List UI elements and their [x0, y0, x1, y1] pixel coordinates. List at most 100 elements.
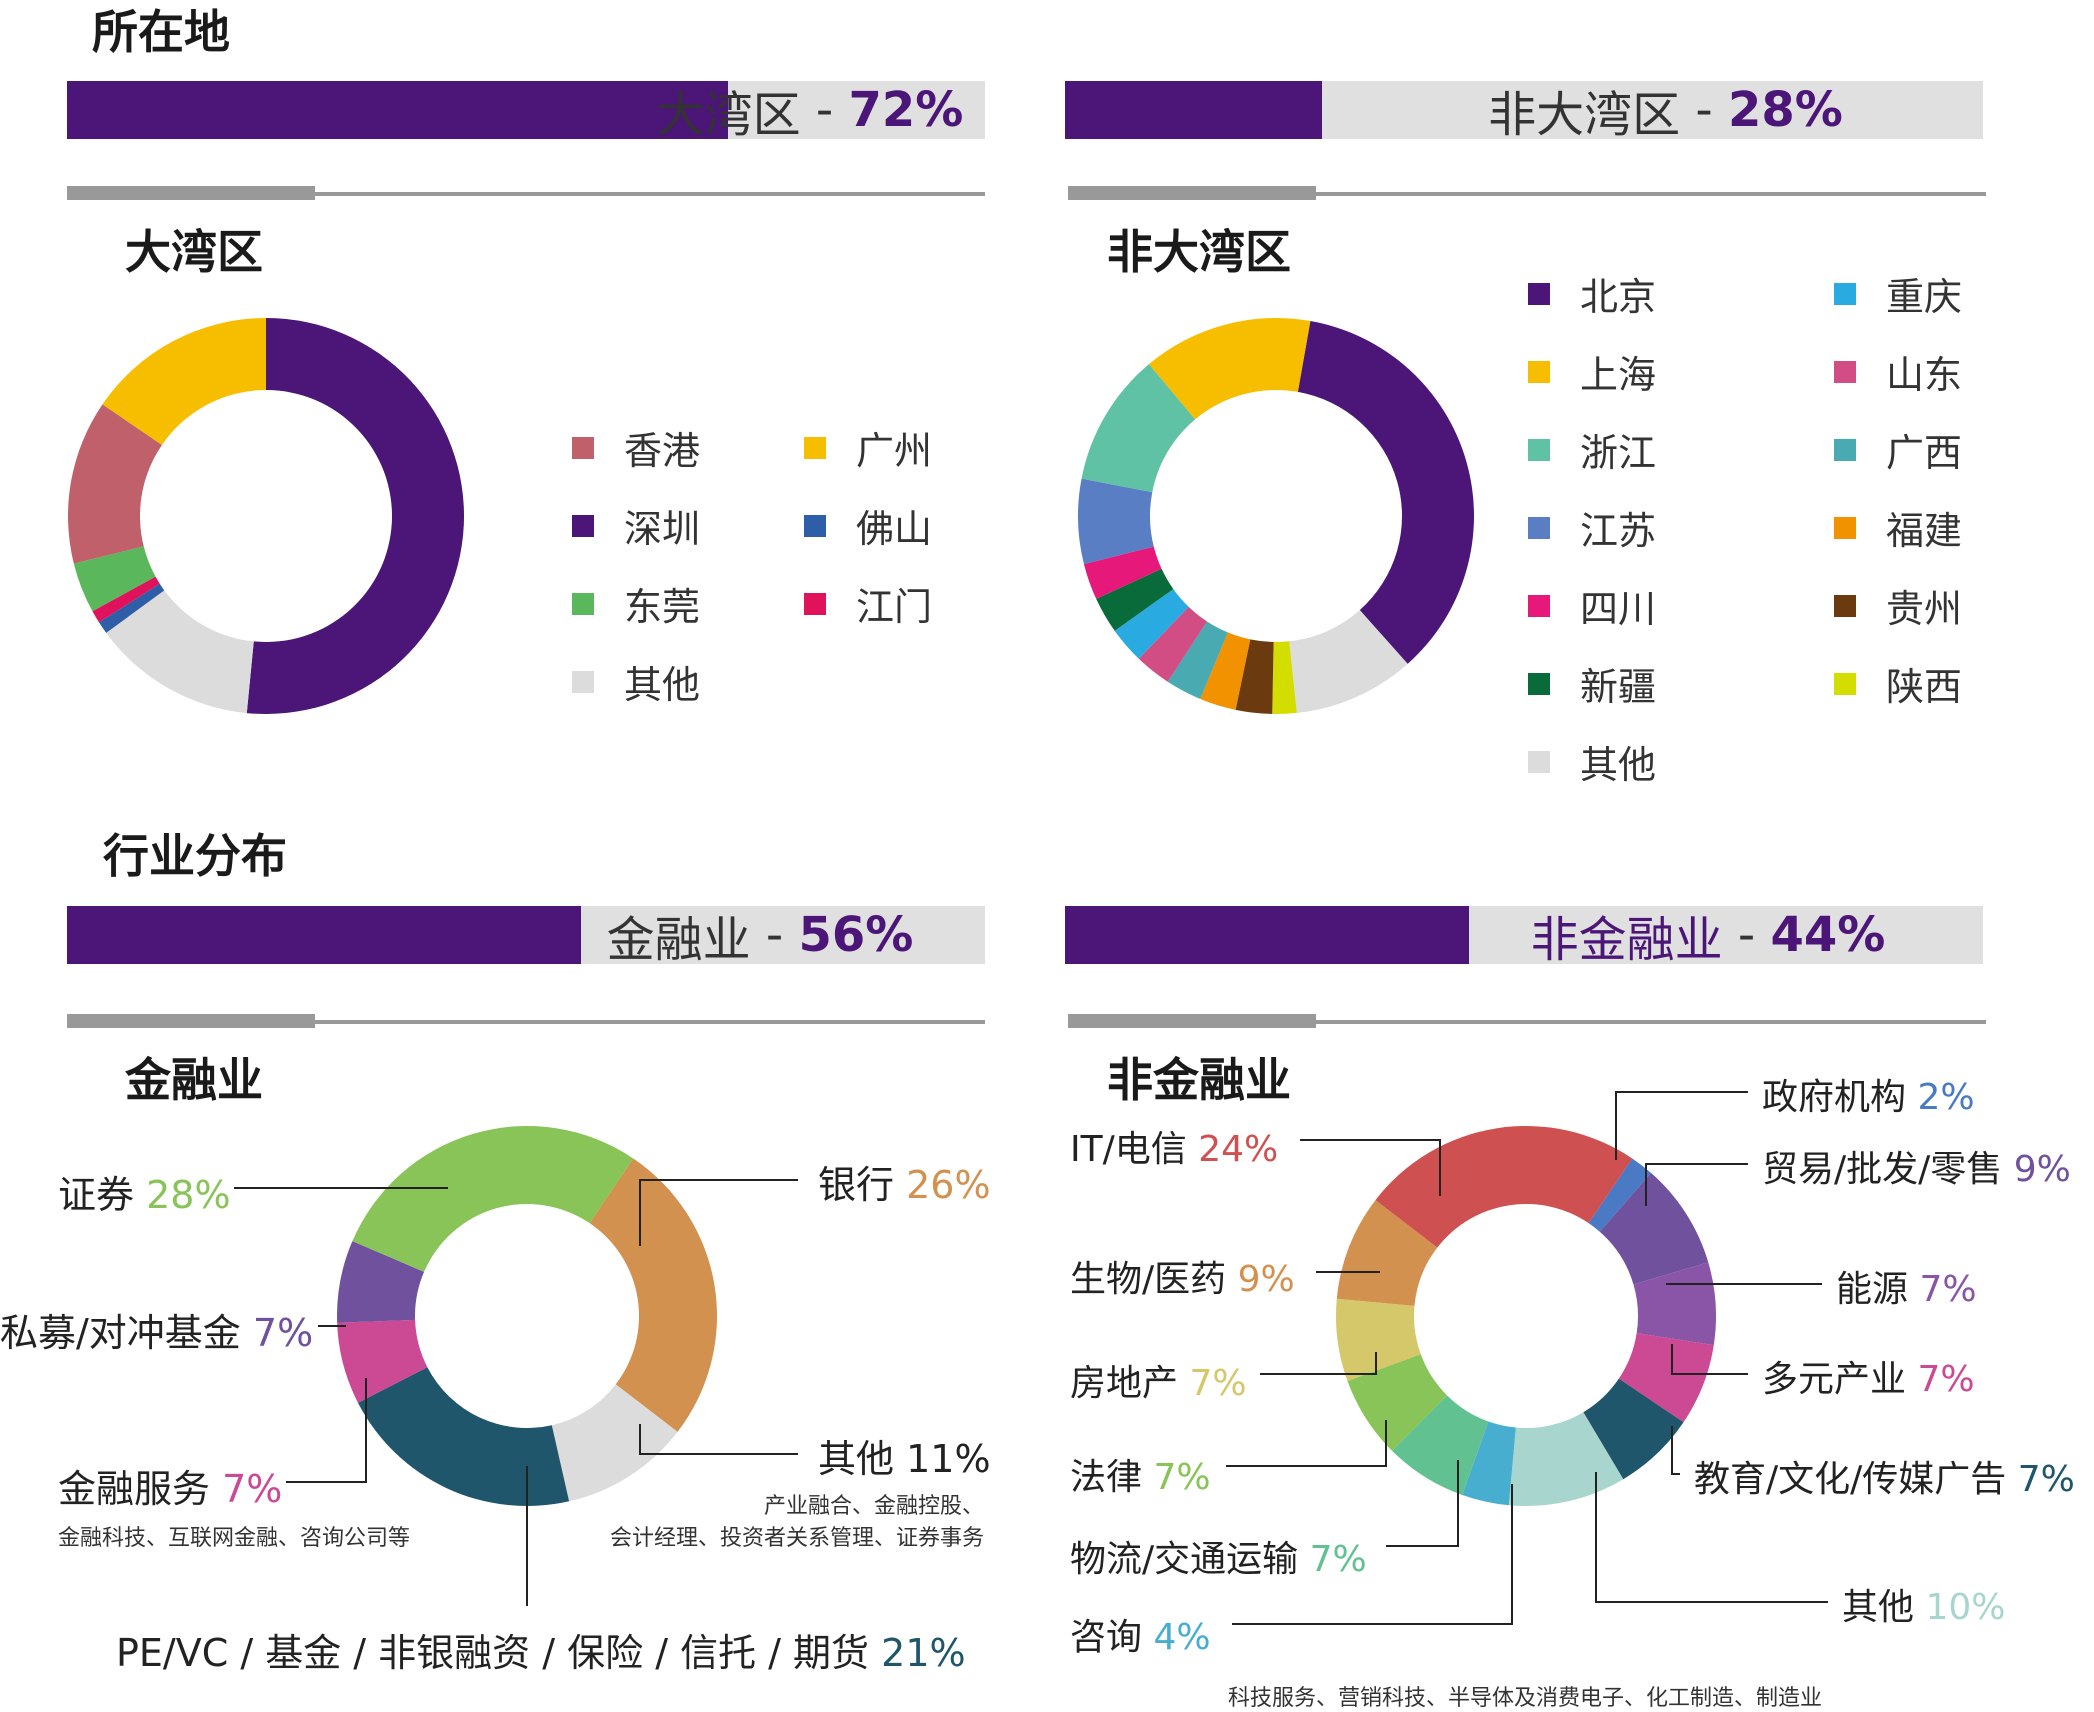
nonfinance-it-leader-line	[1300, 1139, 1441, 1196]
finance-other-note-line1: 产业融合、金融控股、	[764, 1494, 985, 1519]
legend-label: 北京	[1580, 275, 1657, 319]
nonfinance-bar-percent: 44%	[1770, 907, 1886, 963]
nonfinance-chart-title: 非金融业	[1107, 1053, 1291, 1107]
non-gba-slice-3	[1235, 639, 1274, 714]
non-gba-bar-sep: -	[1680, 82, 1728, 138]
legend-label: 深圳	[624, 507, 701, 551]
nonfinance-callout-percent: 10%	[1925, 1587, 2006, 1628]
nonfinance-callout-percent: 7%	[1309, 1539, 1367, 1580]
non-gba-bar-label: 非大湾区 - 28%	[1348, 81, 1983, 143]
nonfinance-callout-name: 多元产业	[1762, 1359, 1918, 1400]
legend-label: 重庆	[1886, 275, 1963, 319]
nonfinance-callout-percent: 7%	[1917, 1359, 1975, 1400]
legend-swatch	[572, 514, 594, 537]
finance-bar-sep: -	[750, 907, 799, 963]
nonfinance-callout-label: 多元产业 7%	[1762, 1350, 1975, 1402]
nonfinance-callout-label: 能源 7%	[1836, 1260, 1977, 1312]
nonfinance-multi-leader-line	[1671, 1344, 1748, 1375]
legend-item: 香港	[572, 420, 700, 475]
legend-swatch	[572, 436, 594, 459]
industry-section-title: 行业分布	[103, 829, 287, 883]
nonfinance-bar-name: 非金融业	[1530, 912, 1723, 968]
nonfinance-slice-0	[1588, 1158, 1652, 1232]
gba-chart-title: 大湾区	[125, 225, 263, 279]
legend-label: 上海	[1580, 353, 1657, 397]
legend-swatch	[572, 592, 594, 615]
finance-slice-5	[352, 1126, 634, 1272]
legend-label: 陕西	[1886, 665, 1963, 709]
finance-callout-percent: 7%	[222, 1467, 283, 1511]
finance-callout-label: 金融服务 7%	[58, 1458, 282, 1513]
finance-callout-percent: 11%	[906, 1437, 991, 1481]
nonfinance-divider	[1068, 1014, 1986, 1028]
legend-item: 陕西	[1834, 656, 1962, 711]
finance-percent-bar: 金融业 - 56%	[67, 906, 985, 968]
nonfinance-callout-percent: 9%	[2013, 1149, 2071, 1190]
legend-swatch	[1834, 438, 1856, 461]
legend-label: 佛山	[856, 507, 933, 551]
nonfinance-trade-leader-line	[1645, 1163, 1748, 1206]
legend-swatch	[572, 670, 594, 693]
legend-item: 北京	[1528, 266, 1656, 321]
nonfinance-callout-name: 贸易/批发/零售	[1762, 1149, 2014, 1190]
finance-services-note: 金融科技、互联网金融、咨询公司等	[58, 1526, 411, 1551]
non-gba-slice-2	[1272, 641, 1297, 715]
gba-slice-6	[102, 318, 266, 445]
nonfinance-gov-leader-line	[1615, 1091, 1748, 1160]
legend-item: 深圳	[572, 498, 700, 553]
finance-bank-leader-line	[639, 1179, 798, 1246]
finance-callout-name: 银行	[818, 1163, 907, 1207]
gba-percent-bar: 大湾区 - 72%	[67, 81, 985, 143]
finance-slice-4	[337, 1241, 425, 1323]
legend-label: 其他	[624, 663, 701, 707]
nonfinance-callout-name: 房地产	[1070, 1363, 1190, 1404]
non-gba-slice-7	[1114, 589, 1189, 659]
nonfinance-bar-fill	[1065, 906, 1469, 964]
nonfinance-law-leader-line	[1226, 1420, 1387, 1467]
nonfinance-slice-7	[1392, 1395, 1489, 1495]
finance-callout-name: 私募/对冲基金	[0, 1311, 253, 1355]
nonfinance-callout-label: 教育/文化/传媒广告 7%	[1694, 1450, 2075, 1502]
gba-slice-2	[98, 583, 165, 633]
legend-item: 广州	[804, 420, 932, 475]
legend-item: 新疆	[1528, 656, 1656, 711]
gba-slice-1	[106, 590, 254, 714]
finance-callout-label: 其他 11%	[818, 1428, 991, 1483]
nonfinance-callout-percent: 7%	[1153, 1457, 1211, 1498]
legend-label: 新疆	[1580, 665, 1657, 709]
finance-other-note-line2: 会计经理、投资者关系管理、证券事务	[610, 1526, 985, 1551]
non-gba-bar-name: 非大湾区	[1488, 87, 1681, 143]
nonfinance-callout-label: 生物/医药 9%	[1070, 1250, 1295, 1302]
nonfinance-other-note: 科技服务、营销科技、半导体及消费电子、化工制造、制造业	[1228, 1686, 1823, 1711]
legend-swatch	[1834, 282, 1856, 305]
finance-callout-percent: 21%	[881, 1631, 966, 1675]
gba-bar-percent: 72%	[848, 82, 964, 138]
finance-callout-name: 金融服务	[58, 1467, 223, 1511]
legend-swatch	[804, 436, 826, 459]
nonfinance-other-leader-line	[1595, 1472, 1828, 1603]
legend-item: 贵州	[1834, 578, 1962, 633]
nonfinance-consult-leader-line	[1232, 1484, 1513, 1625]
finance-callout-label: 证券 28%	[58, 1164, 231, 1219]
non-gba-chart-title: 非大湾区	[1107, 225, 1291, 279]
nonfinance-bar-label: 非金融业 - 44%	[1433, 906, 1983, 968]
legend-label: 东莞	[624, 585, 701, 629]
finance-callout-name: PE/VC / 基金 / 非银融资 / 保险 / 信托 / 期货	[116, 1631, 882, 1675]
legend-swatch	[1834, 594, 1856, 617]
legend-label: 香港	[624, 429, 701, 473]
legend-label: 福建	[1886, 509, 1963, 553]
legend-label: 贵州	[1886, 587, 1963, 631]
nonfinance-callout-label: 贸易/批发/零售 9%	[1762, 1140, 2071, 1192]
nonfinance-callout-percent: 9%	[1237, 1259, 1295, 1300]
nonfinance-callout-percent: 2%	[1917, 1077, 1975, 1118]
nonfinance-callout-name: 能源	[1836, 1269, 1920, 1310]
nonfinance-callout-label: 物流/交通运输 7%	[1070, 1530, 1367, 1582]
legend-item: 重庆	[1834, 266, 1962, 321]
legend-item: 佛山	[804, 498, 932, 553]
nonfinance-slice-1	[1599, 1173, 1709, 1285]
legend-swatch	[1528, 360, 1550, 383]
nonfinance-callout-percent: 4%	[1153, 1617, 1211, 1658]
legend-label: 浙江	[1580, 431, 1657, 475]
